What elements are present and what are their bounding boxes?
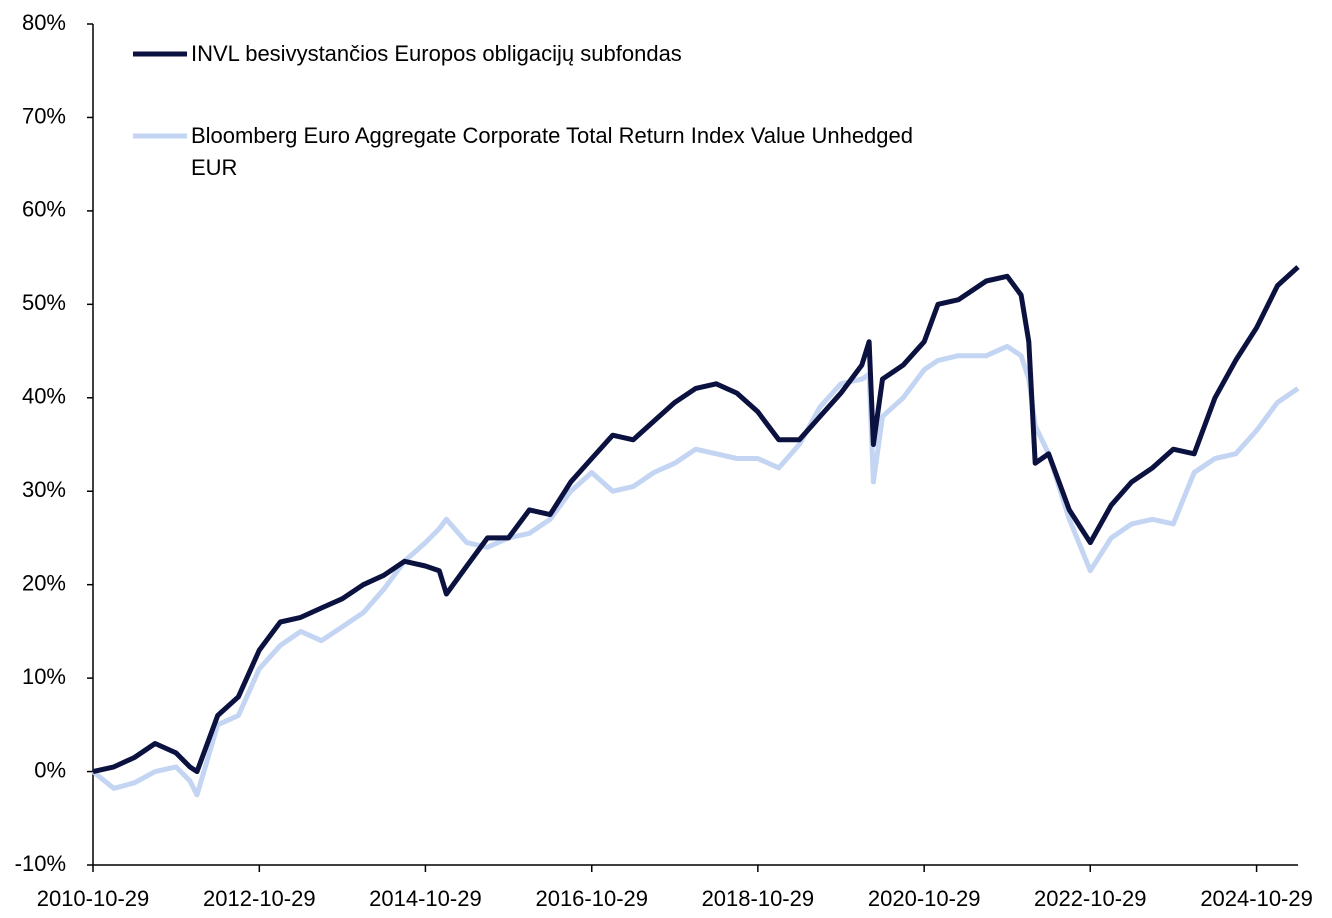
x-tick-label: 2016-10-29: [535, 886, 648, 911]
x-tick-label: 2012-10-29: [203, 886, 316, 911]
x-tick-label: 2018-10-29: [702, 886, 815, 911]
legend-label: Bloomberg Euro Aggregate Corporate Total…: [191, 123, 913, 180]
y-tick-label: 30%: [22, 477, 66, 502]
series-line: [91, 343, 1300, 798]
y-tick-label: 60%: [22, 197, 66, 222]
x-tick-label: 2010-10-29: [37, 886, 150, 911]
y-tick-label: 50%: [22, 290, 66, 315]
x-tick-label: 2020-10-29: [868, 886, 981, 911]
x-tick-label: 2024-10-29: [1200, 886, 1313, 911]
series-line: [92, 265, 1300, 775]
y-tick-label: 80%: [22, 10, 66, 35]
y-tick-label: -10%: [15, 851, 66, 876]
y-tick-label: 70%: [22, 103, 66, 128]
legend-label: INVL besivystančios Europos obligacijų s…: [191, 41, 682, 66]
y-tick-label: 0%: [34, 757, 66, 782]
y-tick-label: 40%: [22, 384, 66, 409]
x-tick-label: 2022-10-29: [1034, 886, 1147, 911]
x-tick-label: 2014-10-29: [369, 886, 482, 911]
y-tick-label: 10%: [22, 664, 66, 689]
y-tick-label: 20%: [22, 570, 66, 595]
